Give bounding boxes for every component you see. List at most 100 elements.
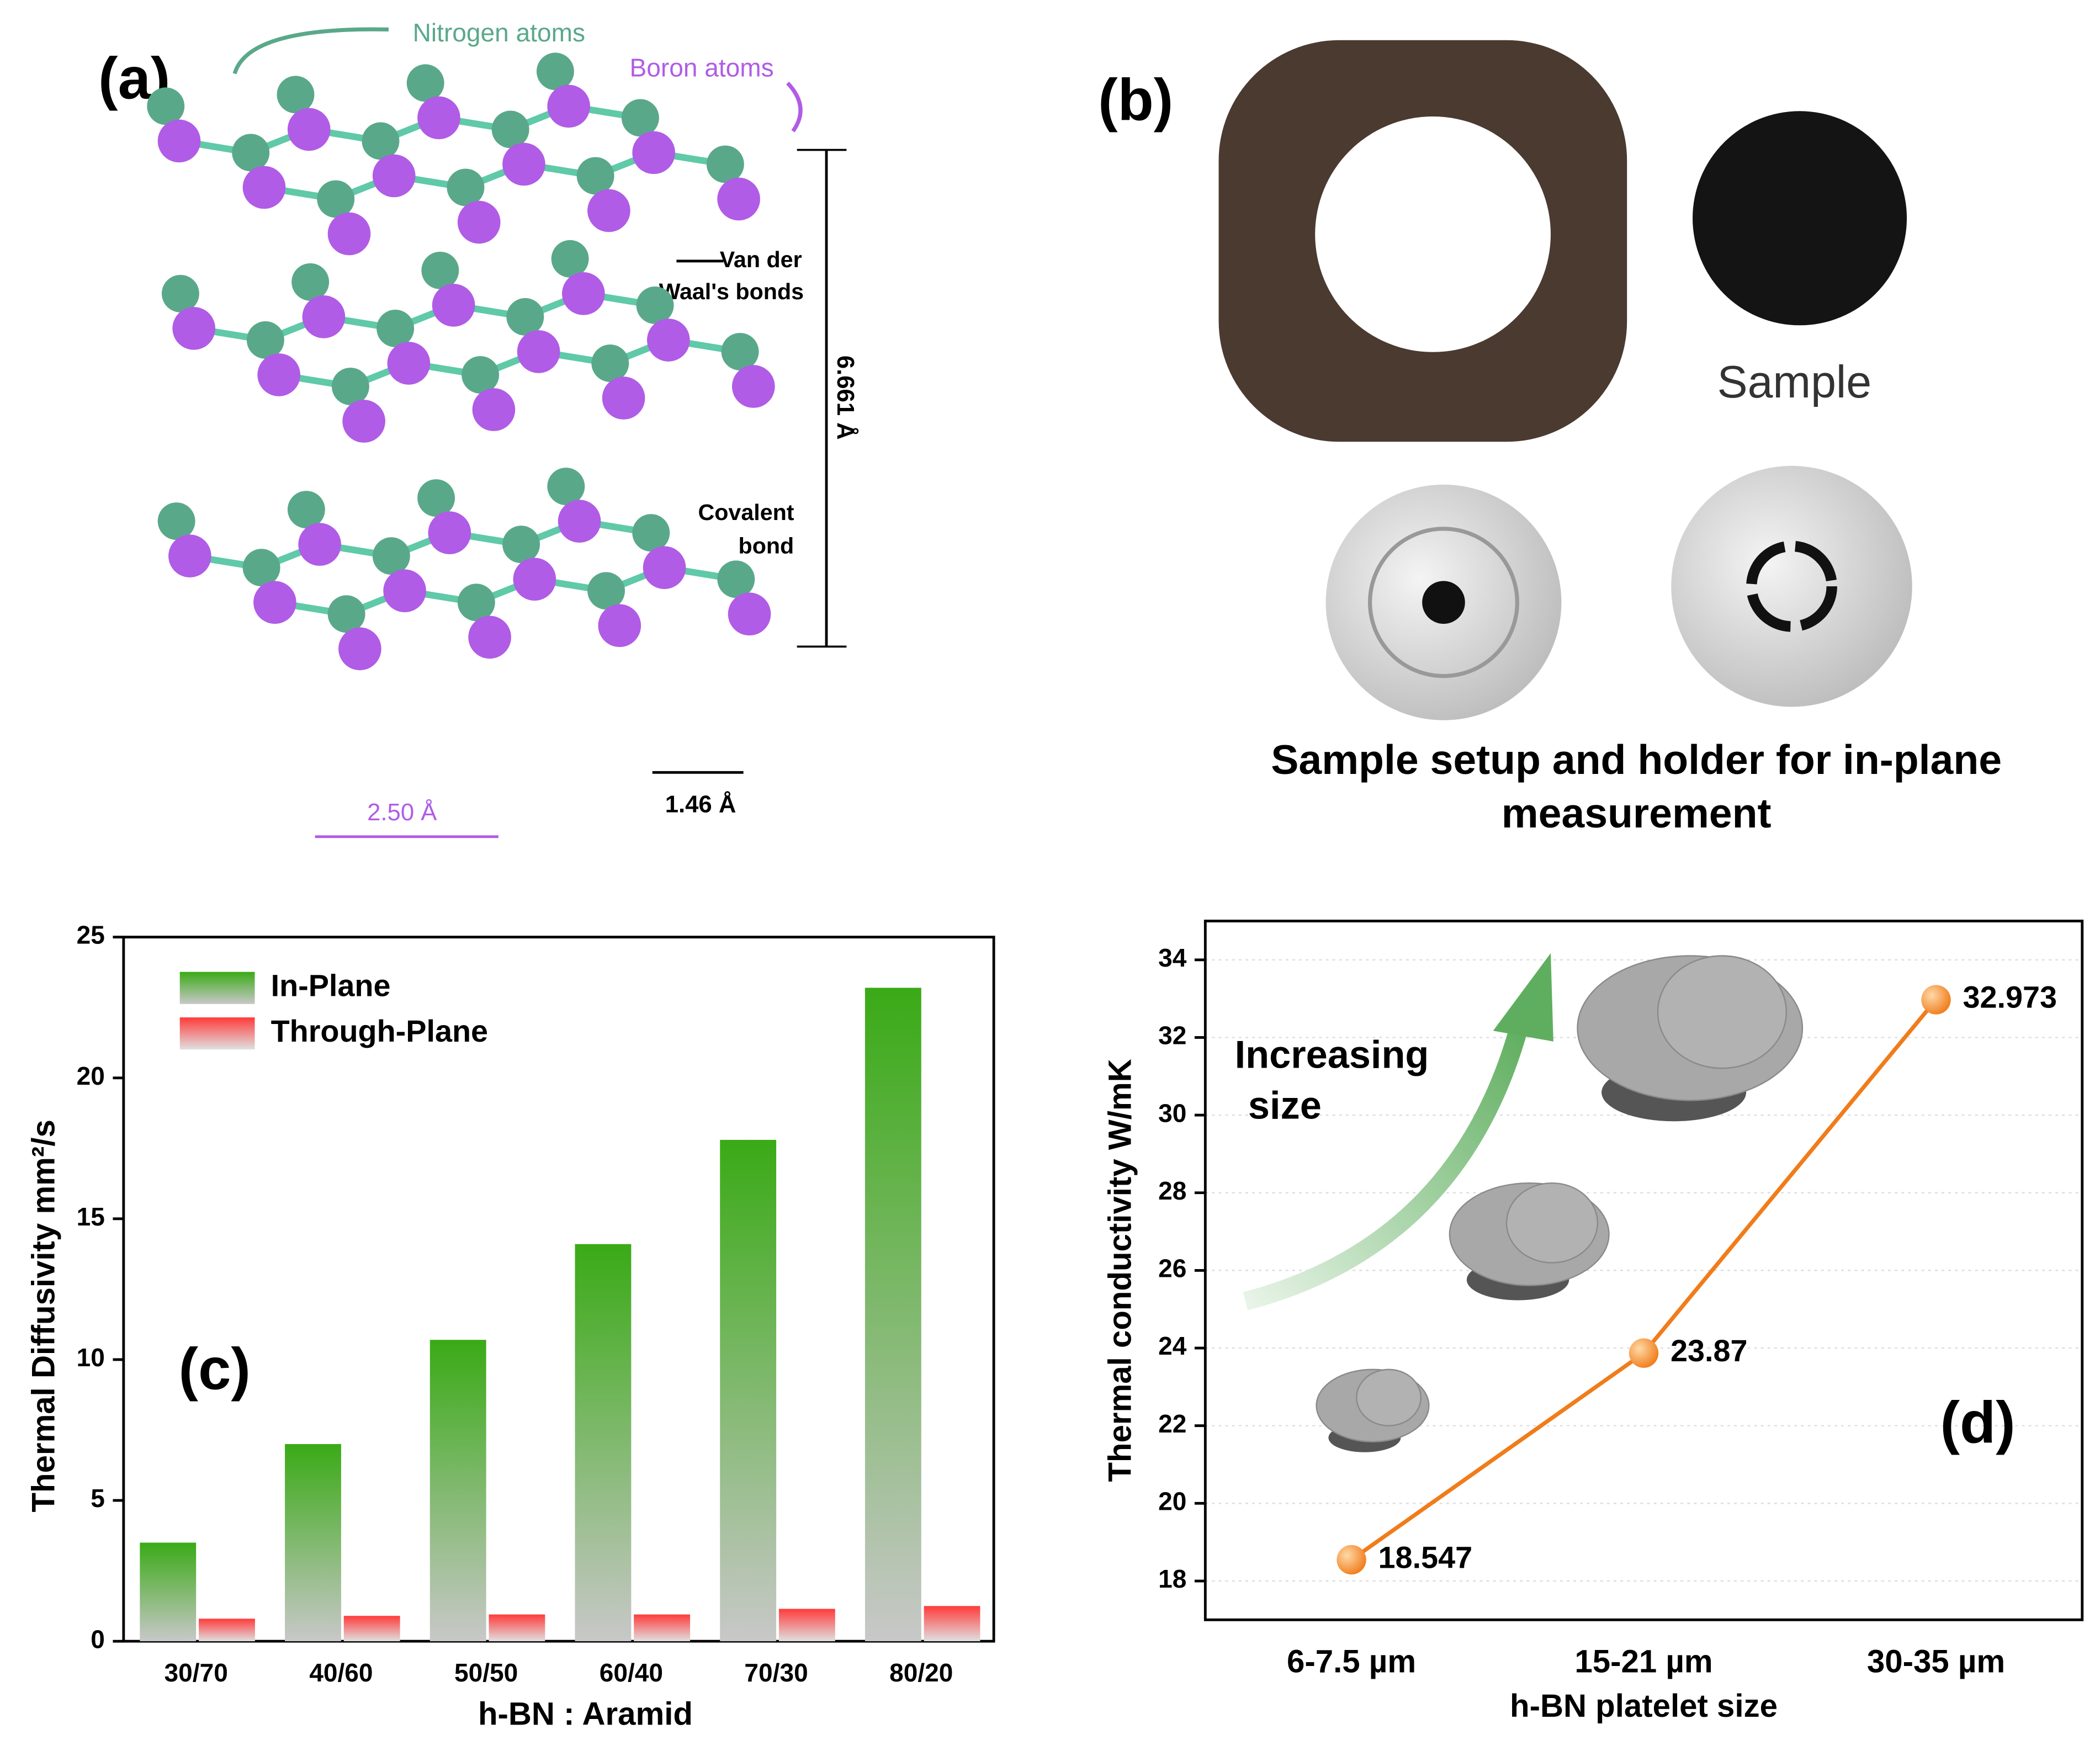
atom xyxy=(462,356,500,394)
y-tick-label: 18 xyxy=(1158,1564,1186,1593)
atom xyxy=(338,627,381,671)
atom xyxy=(161,274,199,312)
atom xyxy=(468,615,511,659)
atom xyxy=(417,479,455,517)
data-label: 23.87 xyxy=(1671,1334,1748,1368)
platelet xyxy=(1505,1182,1599,1264)
atom xyxy=(172,307,215,350)
y-tick-label: 20 xyxy=(77,1062,105,1090)
atom xyxy=(232,134,270,172)
atom xyxy=(587,572,625,610)
atom xyxy=(717,560,755,598)
holder-hole xyxy=(1422,581,1465,624)
atom xyxy=(298,523,341,566)
atom xyxy=(327,212,371,256)
y-tick-label: 10 xyxy=(77,1343,105,1372)
legend-label: Through-Plane xyxy=(271,1014,488,1048)
x-axis-label: h-BN platelet size xyxy=(1510,1688,1778,1724)
data-label: 32.973 xyxy=(1963,980,2057,1015)
atom xyxy=(732,365,775,408)
x-tick-label: 30-35 µm xyxy=(1867,1644,2005,1680)
atom xyxy=(502,142,545,186)
atom xyxy=(287,491,325,529)
atom xyxy=(513,558,556,601)
bar xyxy=(778,1609,835,1642)
y-tick-label: 26 xyxy=(1158,1254,1186,1283)
panel-a: (a) Nitrogen atoms Boron atoms Van der W… xyxy=(98,18,859,839)
atom xyxy=(491,110,529,148)
atom xyxy=(647,319,690,362)
ring-hole xyxy=(1315,116,1551,352)
y-axis-label: Thermal conductivity W/mK xyxy=(1102,1059,1138,1482)
x-tick-label: 70/30 xyxy=(744,1658,808,1687)
y-tick-label: 28 xyxy=(1158,1176,1186,1205)
label: Boron atoms xyxy=(630,53,774,82)
label: 6.661 Å xyxy=(832,355,859,440)
holder xyxy=(1671,465,1912,707)
atom xyxy=(517,330,560,373)
annotation: size xyxy=(1248,1084,1322,1127)
atom xyxy=(417,96,460,140)
bar xyxy=(429,1340,486,1642)
atom xyxy=(327,595,365,633)
atom xyxy=(253,581,296,624)
y-tick-label: 32 xyxy=(1158,1021,1186,1050)
point xyxy=(1921,985,1951,1015)
arrow-head xyxy=(1493,953,1553,1042)
atom xyxy=(598,604,641,648)
x-tick-label: 60/40 xyxy=(600,1658,663,1687)
label: 1.46 Å xyxy=(665,790,736,818)
bar xyxy=(924,1606,980,1642)
atom xyxy=(406,64,444,102)
atom xyxy=(636,286,674,324)
bar xyxy=(199,1619,255,1642)
platelet xyxy=(1657,955,1788,1069)
atom xyxy=(432,284,475,327)
atom xyxy=(558,500,601,543)
atom xyxy=(383,569,426,613)
atom xyxy=(257,353,300,396)
atom xyxy=(576,157,614,195)
bar xyxy=(575,1244,632,1642)
atom xyxy=(302,295,346,338)
atom xyxy=(551,240,589,278)
atom xyxy=(246,321,284,359)
atom xyxy=(387,342,431,385)
atom xyxy=(147,87,185,125)
legend-label: In-Plane xyxy=(271,968,391,1002)
x-tick-label: 30/70 xyxy=(165,1658,228,1687)
point xyxy=(1337,1545,1366,1575)
bar xyxy=(489,1614,545,1642)
atom xyxy=(706,145,744,183)
label: Waal's bonds xyxy=(659,279,804,304)
atom xyxy=(547,468,585,506)
y-tick-label: 22 xyxy=(1158,1409,1186,1438)
point xyxy=(1629,1338,1659,1368)
y-axis-label: Thermal Diffusivity mm²/s xyxy=(26,1119,62,1512)
label: bond xyxy=(739,533,794,559)
holder-ring xyxy=(1746,540,1837,632)
atom xyxy=(447,168,485,206)
legend-swatch xyxy=(179,1017,255,1050)
atom xyxy=(342,400,385,443)
label: Van der xyxy=(720,247,802,272)
panel-b: (b) Sample Sample setup and holder for i… xyxy=(1098,40,2002,836)
atom xyxy=(376,310,415,347)
x-tick-label: 80/20 xyxy=(889,1658,953,1687)
atom xyxy=(317,180,355,218)
atom xyxy=(331,368,369,405)
data-label: 18.547 xyxy=(1378,1540,1473,1574)
atom xyxy=(632,131,675,174)
y-tick-label: 25 xyxy=(77,921,105,949)
bar xyxy=(720,1139,777,1642)
holder-ring xyxy=(1367,527,1519,678)
y-tick-label: 15 xyxy=(77,1202,105,1231)
atom xyxy=(457,200,501,244)
atom xyxy=(632,514,670,552)
x-tick-label: 15-21 µm xyxy=(1574,1644,1712,1680)
y-tick-label: 0 xyxy=(91,1625,105,1653)
caption: measurement xyxy=(1502,790,1772,836)
atom xyxy=(562,272,605,315)
atom xyxy=(157,119,201,163)
